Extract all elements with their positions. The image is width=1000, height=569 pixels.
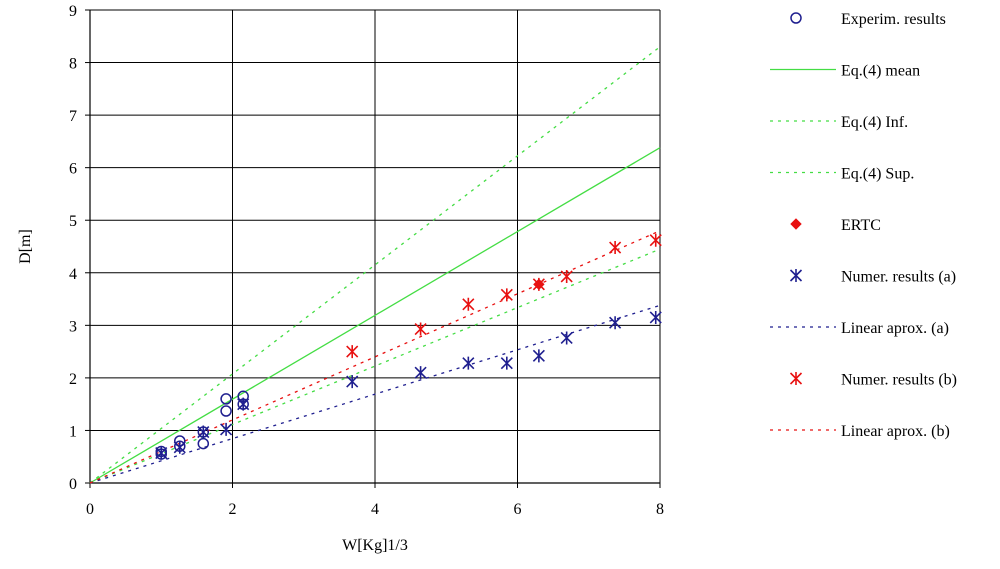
y-tick-label: 7 — [69, 108, 77, 125]
data-point — [237, 397, 250, 411]
data-point — [532, 349, 545, 363]
x-tick-label: 4 — [371, 501, 379, 518]
legend-symbol — [790, 218, 802, 230]
data-point — [609, 316, 622, 330]
y-tick-label: 3 — [69, 318, 77, 335]
y-tick-label: 5 — [69, 213, 77, 230]
legend-symbol — [790, 12, 802, 24]
x-tick-label: 0 — [86, 501, 94, 518]
data-point — [500, 288, 513, 302]
y-tick-label: 4 — [69, 266, 77, 283]
data-point — [560, 269, 573, 283]
plot-area: 0 2 4 6 8 0 1 2 3 4 5 6 7 8 9 — [69, 3, 664, 518]
data-point — [197, 437, 210, 450]
data-point — [532, 277, 545, 291]
legend-label: Linear aprox. (b) — [841, 423, 950, 440]
legend-symbol — [789, 372, 803, 385]
data-point — [649, 233, 662, 247]
data-point — [346, 345, 359, 359]
data-point — [173, 440, 186, 454]
data-point — [155, 446, 168, 460]
y-tick-label: 8 — [69, 56, 77, 73]
y-tick-label: 2 — [69, 371, 77, 388]
legend-label: Linear aprox. (a) — [841, 320, 949, 337]
x-axis-label: W[Kg]1/3 — [342, 537, 408, 554]
x-tick-label: 8 — [656, 501, 664, 518]
legend-label: Eq.(4) Sup. — [841, 166, 914, 183]
legend-label: Eq.(4) mean — [841, 63, 920, 80]
data-point — [220, 405, 232, 417]
y-axis-label: D[m] — [17, 229, 34, 264]
data-point — [462, 297, 475, 311]
x-tick-label: 6 — [514, 501, 522, 518]
legend-label: Eq.(4) Inf. — [841, 114, 908, 131]
data-point — [462, 356, 475, 370]
data-point — [346, 375, 359, 389]
data-point — [197, 425, 210, 439]
data-point — [220, 393, 232, 405]
x-tick-label: 2 — [229, 501, 237, 518]
y-tick-label: 0 — [69, 476, 77, 493]
series-line-7 — [89, 304, 661, 484]
y-tick-label: 9 — [69, 3, 77, 20]
data-point — [414, 366, 427, 380]
data-point — [414, 322, 427, 336]
legend-label: Experim. results — [841, 11, 946, 28]
legend-label: Numer. results (a) — [841, 269, 956, 286]
data-point — [560, 331, 573, 345]
data-point — [649, 310, 662, 324]
series-line-3 — [89, 248, 661, 484]
legend-symbol — [789, 269, 803, 282]
data-point — [609, 241, 622, 255]
series-line-2 — [89, 147, 661, 484]
y-tick-label: 6 — [69, 161, 77, 178]
legend-label: Numer. results (b) — [841, 372, 957, 389]
data-point — [220, 422, 233, 436]
legend-label: ERTC — [841, 217, 881, 234]
legend: Experim. results Eq.(4) mean Eq.(4) Inf. Eq… — [770, 11, 957, 440]
data-point — [500, 356, 513, 370]
y-tick-label: 1 — [69, 423, 77, 440]
